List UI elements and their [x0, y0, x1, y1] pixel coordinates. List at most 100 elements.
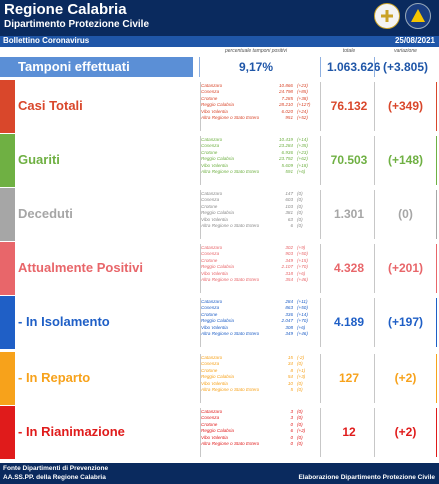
section-total: 70.503 [330, 153, 368, 167]
province-name: Altra Regione o Stato Estero [201, 223, 260, 228]
bulletin-date: 25/08/2021 [394, 36, 435, 45]
province-delta: (+50) [297, 305, 308, 311]
province-value: 147 [285, 191, 293, 196]
section-variation: (+148) [387, 153, 424, 167]
province-name: Cosenza [201, 251, 220, 257]
province-row: Cosenza 23.284 (+35) [201, 143, 319, 149]
section-total: 12 [342, 425, 356, 439]
section-label: Deceduti [18, 206, 73, 221]
section-label: - In Isolamento [18, 314, 110, 329]
province-row: Cosenza 3 (0) [201, 415, 319, 421]
province-value: 54 [287, 374, 293, 380]
province-row: Crotone 8 (+1) [201, 368, 319, 374]
section-variation: (+201) [387, 261, 424, 275]
section-color-bar [0, 188, 15, 241]
section-deceduti: Deceduti Catanzaro 147 (0) Cosenza 603 (0) Crot… [0, 188, 439, 241]
province-name: Catanzaro [201, 191, 223, 196]
province-row: Catanzaro 284 (+11) [201, 299, 319, 305]
province-delta: (+18) [297, 162, 308, 168]
province-value: 591 [285, 169, 293, 174]
province-delta: (0) [297, 421, 303, 427]
province-breakdown: Catanzaro 15 (-2) Cosenza 34 (0) Crotone 8 (+1) R… [201, 355, 319, 395]
province-name: Altra Regione o Stato Estero [201, 331, 260, 336]
source-line-2: AA.SS.PP. della Regione Calabria [3, 474, 106, 481]
province-value: 6 [290, 223, 293, 228]
province-row: Catanzaro 147 (0) [201, 191, 319, 197]
province-row: Vibo Valentia 318 (+6) [201, 271, 319, 277]
province-delta: (+1) [297, 367, 306, 373]
province-delta: (+46) [297, 277, 308, 282]
province-row: Catanzaro 10.419 (+14) [201, 137, 319, 143]
section-total: 4.328 [333, 261, 365, 275]
province-value: 0 [290, 441, 293, 446]
province-name: Vibo Valentia [201, 434, 228, 440]
province-value: 6 [290, 428, 293, 434]
province-value: 308 [285, 324, 293, 330]
percent-column-header: percentuale tamponi positivi [225, 48, 287, 54]
province-name: Cosenza [201, 361, 220, 367]
province-row: Catanzaro 15 (-2) [201, 355, 319, 361]
province-value: 3 [290, 409, 293, 414]
province-delta: (+14) [297, 137, 308, 142]
province-value: 10.419 [278, 137, 293, 142]
province-name: Crotone [201, 149, 218, 155]
province-delta: (+35) [297, 143, 308, 149]
province-row: Altra Regione o Stato Estero 349 (+46) [201, 331, 319, 337]
province-value: 2.107 [281, 264, 294, 270]
province-name: Catanzaro [201, 83, 223, 88]
section-variation: (+349) [387, 99, 424, 113]
province-name: Crotone [201, 421, 218, 427]
province-name: Cosenza [201, 197, 220, 203]
province-delta: (0) [297, 216, 303, 222]
province-delta: (0) [297, 434, 303, 440]
footer: Fonte Dipartimenti di Prevenzione AA.SS.… [0, 463, 439, 484]
province-name: Reggio Calabria [201, 156, 234, 162]
province-row: Reggio Calabria 6 (+2) [201, 428, 319, 434]
province-row: Altra Regione o Stato Estero 6 (0) [201, 223, 319, 229]
province-row: Crotone 0 (0) [201, 422, 319, 428]
province-value: 10 [287, 380, 293, 386]
province-value: 318 [285, 270, 293, 276]
province-value: 5.609 [281, 162, 294, 168]
province-row: Crotone 7.285 (+38) [201, 96, 319, 102]
province-row: Vibo Valentia 6.020 (+24) [201, 109, 319, 115]
section-attualmente-positivi: Attualmente Positivi Catanzaro 302 (+9) Cose… [0, 242, 439, 295]
tamponi-variation: (+3.805) [382, 60, 429, 74]
section-color-bar [0, 80, 15, 133]
province-row: Cosenza 603 (0) [201, 197, 319, 203]
section-color-bar [0, 406, 15, 459]
province-row: Cosenza 34 (0) [201, 361, 319, 367]
province-name: Cosenza [201, 89, 220, 95]
province-value: 2.047 [281, 318, 294, 324]
section-label: Attualmente Positivi [18, 260, 143, 275]
province-delta: (+50) [297, 251, 308, 257]
section-variation: (+2) [394, 425, 417, 439]
province-row: Cosenza 903 (+50) [201, 251, 319, 257]
province-row: Vibo Valentia 0 (0) [201, 435, 319, 441]
province-name: Reggio Calabria [201, 210, 234, 216]
province-delta: (+14) [297, 311, 308, 317]
province-row: Vibo Valentia 10 (0) [201, 381, 319, 387]
province-value: 28.210 [278, 102, 293, 108]
province-row: Cosenza 863 (+50) [201, 305, 319, 311]
province-delta: (+23) [297, 149, 308, 155]
province-value: 23.792 [278, 156, 293, 162]
province-value: 23.284 [278, 143, 293, 149]
province-delta: (+23) [297, 83, 308, 88]
section-color-bar [0, 296, 15, 349]
province-row: Cosenza 24.798 (+85) [201, 89, 319, 95]
province-delta: (+46) [297, 331, 308, 336]
province-name: Altra Regione o Stato Estero [201, 441, 260, 446]
section-variation: (+2) [394, 371, 417, 385]
tamponi-percent: 9,17% [238, 60, 274, 74]
province-row: Altra Regione o Stato Estero 5 (0) [201, 387, 319, 393]
province-value: 903 [285, 251, 293, 257]
province-delta: (+9) [297, 245, 306, 250]
source-line-1: Fonte Dipartimenti di Prevenzione [3, 465, 109, 472]
protezione-civile-icon [405, 3, 431, 29]
section-label: - In Reparto [18, 370, 91, 385]
section-total: 127 [338, 371, 360, 385]
province-row: Crotone 349 (+15) [201, 258, 319, 264]
province-delta: (+15) [297, 257, 308, 263]
province-name: Crotone [201, 367, 218, 373]
